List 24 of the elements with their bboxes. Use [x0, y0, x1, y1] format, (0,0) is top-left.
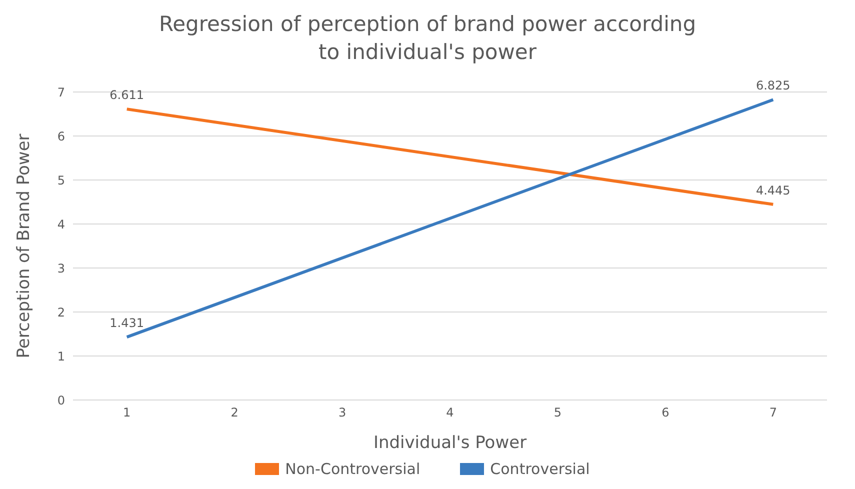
data-label: 6.825 — [756, 78, 790, 93]
x-axis-title: Individual's Power — [373, 433, 527, 453]
y-tick-label: 3 — [57, 261, 65, 276]
legend-label: Non-Controversial — [285, 460, 420, 478]
x-tick-label: 7 — [769, 406, 777, 420]
y-tick-label: 5 — [57, 173, 65, 188]
y-axis-title: Perception of Brand Power — [14, 134, 34, 358]
x-tick-label: 3 — [338, 406, 346, 420]
y-tick-label: 1 — [57, 349, 65, 364]
x-tick-label: 4 — [446, 406, 454, 420]
data-label: 4.445 — [756, 183, 790, 198]
x-tick-label: 5 — [554, 406, 562, 420]
y-tick-label: 2 — [57, 305, 65, 320]
x-tick-label: 1 — [123, 406, 131, 420]
x-tick-label: 6 — [662, 406, 670, 420]
y-tick-label: 0 — [57, 393, 65, 408]
x-tick-label: 2 — [230, 406, 238, 420]
y-tick-label: 6 — [57, 129, 65, 144]
data-label: 6.611 — [110, 88, 144, 102]
y-tick-label: 7 — [57, 85, 65, 100]
chart-title: Regression of perception of brand power according to individual's power — [158, 11, 698, 66]
y-tick-label: 4 — [57, 217, 65, 232]
data-label: 1.431 — [110, 316, 144, 330]
legend-label: Controversial — [490, 460, 590, 478]
